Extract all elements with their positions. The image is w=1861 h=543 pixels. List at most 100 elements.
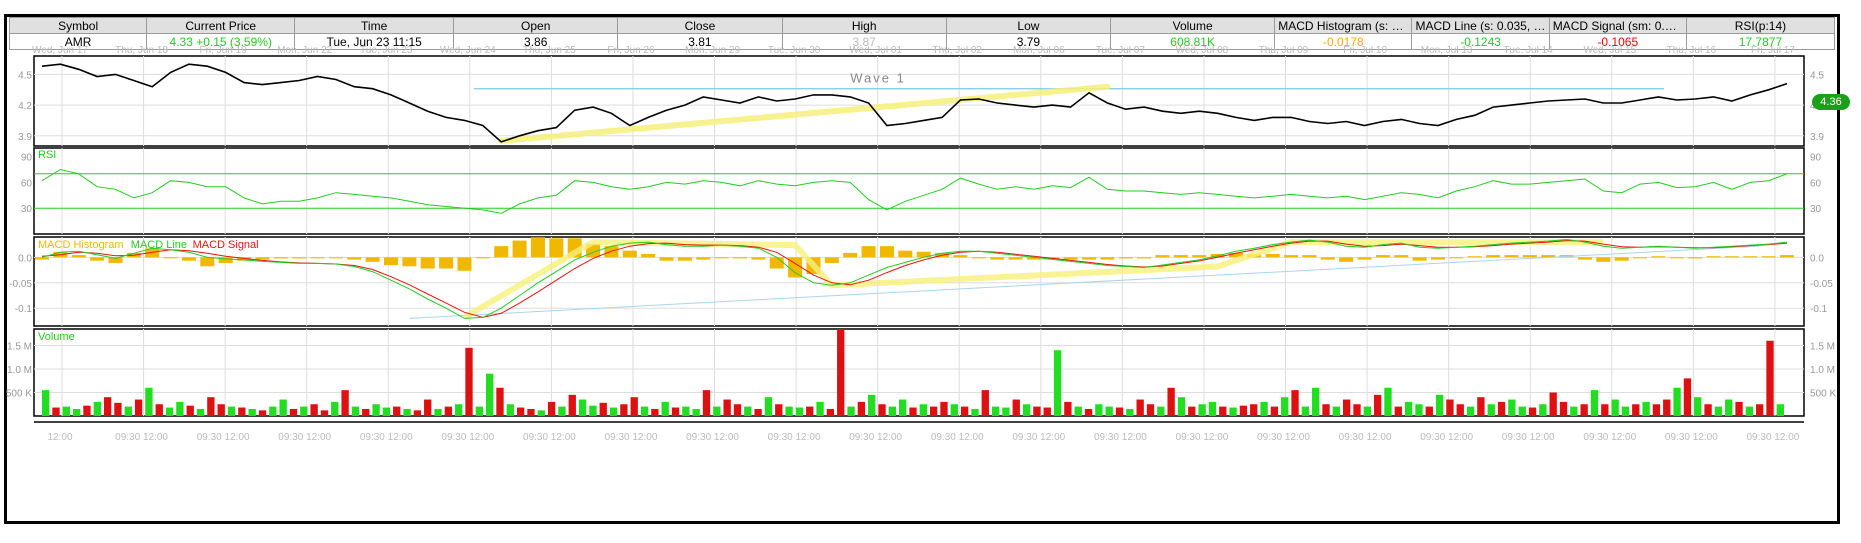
- macd-histogram-bar: [1449, 257, 1464, 259]
- column-value: 608.81K: [1110, 33, 1276, 50]
- x-time-label: 09:30 12:00: [360, 432, 413, 443]
- column-header[interactable]: Symbol: [8, 17, 148, 34]
- macd-histogram-bar: [824, 257, 839, 263]
- column-header[interactable]: Open: [453, 17, 619, 34]
- x-time-label: 09:30 12:00: [1176, 432, 1229, 443]
- volume-bar: [1373, 394, 1382, 416]
- volume-bar: [227, 406, 236, 416]
- macd-histogram-bar: [1137, 257, 1152, 259]
- rsi-y-tick-right: 30: [1810, 204, 1822, 215]
- column-header[interactable]: Low: [945, 17, 1112, 34]
- volume-label: Volume: [38, 331, 75, 343]
- macd-histogram-bar: [1155, 255, 1170, 258]
- column-header[interactable]: MACD Histogram (s: 0.03…: [1274, 17, 1413, 34]
- volume-bar: [1291, 390, 1299, 416]
- macd-histogram-bar: [1026, 257, 1041, 260]
- price-line: [41, 63, 1788, 143]
- x-date-label: Tue, Jul 14: [1504, 46, 1554, 56]
- x-time-label: 09:30 12:00: [1339, 432, 1392, 443]
- column-value: -0.0178: [1274, 33, 1413, 50]
- volume-bar: [362, 408, 370, 416]
- volume-bar: [1745, 406, 1754, 416]
- volume-bar: [134, 399, 143, 416]
- x-time-label: 09:30 12:00: [523, 432, 576, 443]
- x-date-label: Wed, Jul 15: [1583, 46, 1636, 56]
- volume-bar: [1663, 399, 1671, 416]
- volume-bar: [424, 399, 432, 416]
- volume-bar: [83, 405, 91, 416]
- column-header[interactable]: MACD Line (s: 0.035, f: 0…: [1411, 17, 1550, 34]
- volume-bar: [52, 407, 60, 416]
- macd-histogram-bar: [420, 257, 435, 269]
- volume-bar: [1126, 408, 1134, 416]
- volume-bar: [1415, 404, 1423, 416]
- column-header[interactable]: Close: [617, 17, 783, 34]
- volume-bar: [1064, 401, 1072, 416]
- volume-bar: [72, 408, 81, 416]
- column-header[interactable]: Time: [294, 17, 455, 34]
- macd-histogram-bar: [1357, 257, 1372, 260]
- volume-bar: [145, 387, 153, 416]
- macd-y-tick-right: 0.0: [1810, 253, 1824, 264]
- volume-bar: [217, 404, 225, 416]
- macd-histogram-bar: [1008, 257, 1023, 260]
- volume-bar: [547, 401, 556, 416]
- macd-histogram-bar: [494, 246, 509, 258]
- column-value: 3.81: [617, 33, 783, 50]
- volume-bar: [1167, 387, 1175, 416]
- volume-bar: [599, 402, 607, 416]
- macd-histogram-bar: [530, 237, 545, 258]
- volume-bar: [960, 406, 969, 416]
- volume-bar: [1353, 404, 1361, 416]
- macd-histogram-bar: [1504, 255, 1519, 258]
- volume-bar: [506, 404, 514, 416]
- volume-bar: [785, 406, 793, 416]
- volume-bar: [837, 329, 845, 416]
- stock-chart[interactable]: Wed, Jun 17 12:00 Thu, Jun 18 09:30 12:00 Fr…: [4, 46, 1842, 516]
- volume-bar: [1497, 401, 1506, 416]
- macd-histogram-bar: [1284, 255, 1299, 258]
- volume-bar: [692, 408, 700, 416]
- volume-bar: [878, 404, 886, 416]
- macd-histogram-bar: [916, 251, 931, 258]
- macd-histogram-bar: [641, 253, 656, 258]
- volume-bar: [816, 401, 824, 416]
- x-date-label: Mon, Jun 29: [685, 46, 740, 56]
- macd-histogram-bar: [1118, 257, 1133, 259]
- volume-bar: [1332, 406, 1341, 416]
- trend-highlight: [498, 83, 1111, 144]
- volume-bar: [1549, 392, 1557, 416]
- volume-bar: [1074, 406, 1082, 416]
- x-time-label: 09:30 12:00: [1746, 432, 1799, 443]
- volume-bar: [1621, 406, 1630, 416]
- volume-bar: [568, 394, 576, 416]
- volume-bar: [248, 408, 256, 416]
- volume-bar: [1404, 401, 1413, 416]
- column-value: 3.87: [781, 33, 947, 50]
- volume-bar: [1735, 401, 1743, 416]
- column-header[interactable]: RSI(p:14): [1685, 17, 1836, 34]
- volume-bar: [1043, 407, 1051, 416]
- volume-bar: [176, 401, 184, 416]
- volume-bar: [1053, 350, 1062, 416]
- macd-histogram-bar: [1724, 256, 1739, 258]
- column-header[interactable]: MACD Signal (sm: 0.20, C…: [1548, 17, 1687, 34]
- column-value: 3.86: [453, 33, 619, 50]
- x-time-label: 09:30 12:00: [1583, 432, 1636, 443]
- column-header[interactable]: High: [781, 17, 947, 34]
- volume-bar: [1384, 387, 1392, 416]
- macd-histogram-bar: [1614, 257, 1629, 261]
- column-header[interactable]: Current Price: [146, 17, 296, 34]
- volume-bar: [888, 406, 897, 416]
- volume-bar: [1363, 406, 1371, 416]
- macd-histogram-bar: [328, 257, 343, 259]
- macd-legend-item: MACD Signal: [193, 239, 259, 251]
- macd-histogram-bar: [71, 255, 86, 258]
- macd-histogram-bar: [1265, 253, 1280, 258]
- volume-bar: [1208, 401, 1217, 416]
- rsi-y-tick: 90: [21, 153, 33, 164]
- volume-y-tick-right: 500 K: [1810, 388, 1836, 399]
- macd-histogram-bar: [843, 252, 858, 258]
- volume-bar: [1704, 404, 1712, 416]
- column-header[interactable]: Volume: [1110, 17, 1276, 34]
